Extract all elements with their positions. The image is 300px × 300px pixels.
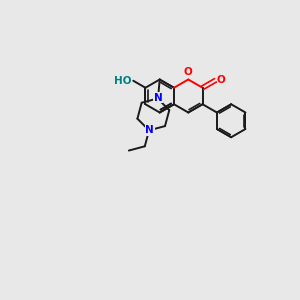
Text: N: N <box>145 125 154 135</box>
Text: HO: HO <box>114 76 132 86</box>
Text: O: O <box>216 75 225 85</box>
Text: N: N <box>154 93 163 103</box>
Text: O: O <box>184 67 193 77</box>
